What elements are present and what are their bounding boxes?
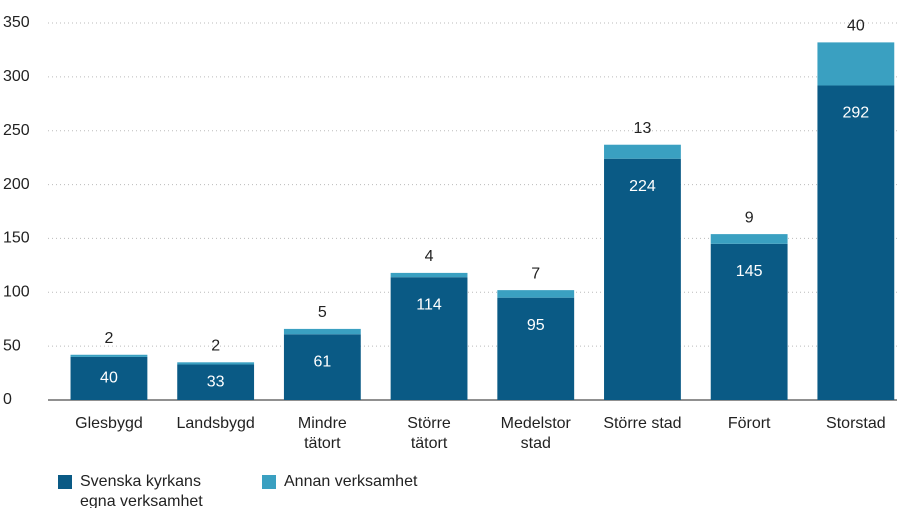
x-tick-label: Mindre tätort — [298, 415, 347, 452]
x-tick-label: Glesbygd — [75, 415, 143, 432]
data-label: 224 — [629, 178, 656, 195]
data-label: 9 — [745, 209, 754, 226]
x-tick-label: Medelstor stad — [501, 415, 572, 452]
bar-segment — [817, 42, 895, 86]
bar-segment — [283, 334, 361, 400]
data-label: 95 — [527, 317, 545, 334]
bar-segment — [710, 234, 788, 244]
bar-segment — [604, 144, 681, 159]
y-tick-label: 0 — [3, 391, 12, 408]
y-tick-label: 100 — [3, 284, 30, 301]
bar-segment — [70, 356, 148, 400]
bar-segment — [283, 328, 361, 335]
data-label: 40 — [100, 370, 118, 387]
y-tick-label: 150 — [3, 230, 30, 247]
data-label: 13 — [634, 120, 652, 137]
data-label: 292 — [842, 105, 869, 122]
x-tick-label: Större stad — [603, 415, 681, 432]
legend-label: Annan verksamhet — [284, 473, 418, 490]
y-tick-label: 250 — [3, 122, 30, 139]
data-label: 40 — [847, 18, 865, 35]
x-tick-label: Förort — [728, 415, 771, 432]
data-label: 145 — [736, 263, 763, 280]
x-tick-label: Storstad — [826, 415, 886, 432]
bar-segment — [177, 362, 255, 365]
bar-segment — [390, 272, 468, 278]
x-tick-label: Landsbygd — [177, 415, 255, 432]
y-tick-label: 300 — [3, 68, 30, 85]
bar-segment — [390, 277, 468, 400]
bar-segment — [497, 297, 575, 400]
y-tick-label: 200 — [3, 176, 30, 193]
bar-segment — [710, 243, 788, 400]
data-label: 33 — [207, 373, 225, 390]
data-label: 2 — [211, 338, 220, 355]
data-label: 4 — [425, 248, 434, 265]
legend-swatch — [58, 475, 72, 489]
data-label: 5 — [318, 304, 327, 321]
bar-segment — [817, 85, 895, 400]
bar-segment — [604, 158, 681, 400]
bar-segment — [497, 290, 575, 298]
y-tick-label: 50 — [3, 337, 21, 354]
bar-segment — [70, 354, 148, 357]
x-tick-label: Större tätort — [407, 415, 451, 452]
data-label: 2 — [104, 330, 113, 347]
data-label: 61 — [313, 354, 331, 371]
bar-segment — [177, 364, 255, 400]
legend-label: Svenska kyrkans egna verksamhet — [80, 473, 203, 508]
data-label: 7 — [531, 265, 540, 282]
data-label: 114 — [416, 296, 442, 313]
y-tick-label: 350 — [3, 14, 30, 31]
legend-swatch — [262, 475, 276, 489]
